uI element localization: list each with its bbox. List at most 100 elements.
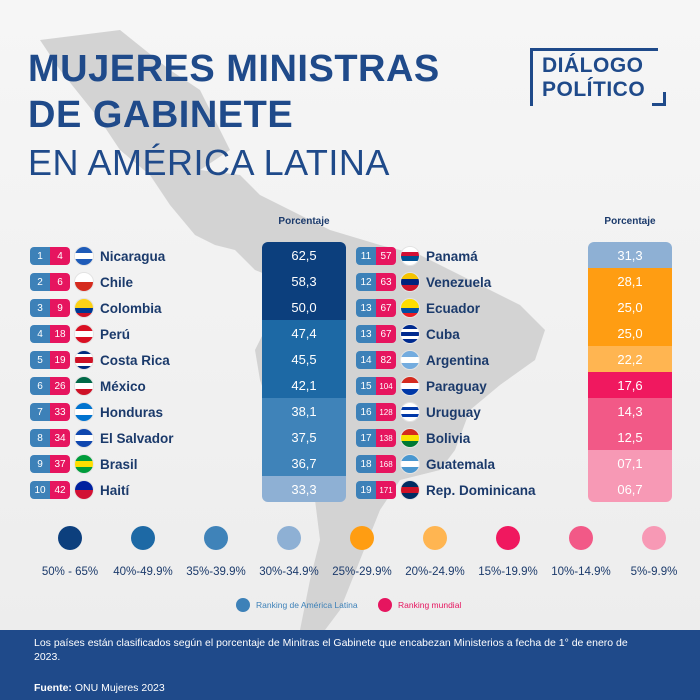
logo-line-2: POLÍTICO	[542, 78, 646, 101]
region-rank-badge: 2	[30, 273, 50, 291]
country-row-venezuela: 12 63 Venezuela	[356, 272, 491, 292]
source-text: ONU Mujeres 2023	[71, 682, 165, 694]
column-header-left: Porcentaje	[278, 216, 330, 227]
legend-range-label: 25%-29.9%	[332, 566, 392, 578]
percentage-cell-argentina: 22,2	[588, 346, 672, 372]
chile-flag-icon	[74, 272, 94, 292]
logo-line-1: DIÁLOGO	[542, 54, 644, 77]
country-name: Nicaragua	[100, 248, 166, 264]
uruguay-flag-icon	[400, 402, 420, 422]
percentage-cell-ecuador: 25,0	[588, 294, 672, 320]
percentage-cell-bolivia: 12,5	[588, 424, 672, 450]
world-rank-badge: 9	[50, 299, 70, 317]
country-name: Perú	[100, 326, 131, 342]
percentage-column-right: 31,3 28,1 25,0 25,0 22,2 17,6 14,3 12,5 07,1 06,7	[588, 242, 672, 502]
world-rank-badge: 33	[50, 403, 70, 421]
world-rank-badge: 104	[376, 377, 396, 395]
region-rank-badge: 13	[356, 325, 376, 343]
country-name: Argentina	[426, 352, 490, 368]
world-rank-badge: 168	[376, 455, 396, 473]
percentage-cell-guatemala: 07,1	[588, 450, 672, 476]
country-name: Brasil	[100, 456, 138, 472]
logo-frame	[530, 48, 658, 106]
world-rank-badge: 4	[50, 247, 70, 265]
percentage-cell-cuba: 25,0	[588, 320, 672, 346]
legend-range-label: 30%-34.9%	[259, 566, 319, 578]
country-row-cuba: 13 67 Cuba	[356, 324, 460, 344]
region-rank-badge: 18	[356, 455, 376, 473]
percentage-cell-rep-dominicana: 06,7	[588, 476, 672, 502]
percentage-cell-uruguay: 14,3	[588, 398, 672, 424]
percentage-cell-nicaragua: 62,5	[262, 242, 346, 268]
country-name: Ecuador	[426, 300, 481, 316]
region-rank-badge: 7	[30, 403, 50, 421]
dialogo-politico-logo: DIÁLOGO POLÍTICO	[530, 48, 670, 112]
percentage-cell-panama: 31,3	[588, 242, 672, 268]
footer: Los países están clasificados según el p…	[0, 630, 700, 700]
title-line-3: EN AMÉRICA LATINA	[28, 142, 390, 183]
country-name: Uruguay	[426, 404, 481, 420]
country-name: Costa Rica	[100, 352, 170, 368]
country-name: Chile	[100, 274, 134, 290]
country-name: Panamá	[426, 248, 478, 264]
region-rank-badge: 8	[30, 429, 50, 447]
honduras-flag-icon	[74, 402, 94, 422]
country-name: Guatemala	[426, 456, 496, 472]
country-row-guatemala: 18 168 Guatemala	[356, 454, 495, 474]
world-rank-badge: 18	[50, 325, 70, 343]
country-row-haiti: 10 42 Haití	[30, 480, 129, 500]
region-rank-badge: 16	[356, 403, 376, 421]
region-rank-badge: 12	[356, 273, 376, 291]
region-rank-badge: 14	[356, 351, 376, 369]
legend-dot	[569, 526, 593, 550]
country-row-mexico: 6 26 México	[30, 376, 146, 396]
legend-range-label: 20%-24.9%	[405, 566, 465, 578]
country-row-peru: 4 18 Perú	[30, 324, 130, 344]
legend-dot	[277, 526, 301, 550]
legend-dot	[496, 526, 520, 550]
country-name: Paraguay	[426, 378, 487, 394]
legend-dot	[58, 526, 82, 550]
country-name: Haití	[100, 482, 130, 498]
country-name: Rep. Dominicana	[426, 482, 536, 498]
legend-dot	[131, 526, 155, 550]
country-name: Venezuela	[426, 274, 492, 290]
percentage-cell-brasil: 36,7	[262, 450, 346, 476]
world-rank-badge: 19	[50, 351, 70, 369]
country-row-argentina: 14 82 Argentina	[356, 350, 489, 370]
region-rank-badge: 6	[30, 377, 50, 395]
percentage-cell-paraguay: 17,6	[588, 372, 672, 398]
legend-dot	[642, 526, 666, 550]
country-row-el-salvador: 8 34 El Salvador	[30, 428, 174, 448]
country-row-uruguay: 16 128 Uruguay	[356, 402, 481, 422]
legend-range-label: 5%-9.9%	[630, 566, 678, 578]
legend-range-label: 35%-39.9%	[186, 566, 246, 578]
world-rank-badge: 34	[50, 429, 70, 447]
legend-range-label: 50% - 65%	[41, 566, 99, 578]
region-rank-legend-dot	[236, 598, 250, 612]
region-rank-badge: 5	[30, 351, 50, 369]
region-rank-legend-label: Ranking de América Latina	[256, 600, 358, 610]
legend-dot	[204, 526, 228, 550]
country-name: Cuba	[426, 326, 460, 342]
country-row-nicaragua: 1 4 Nicaragua	[30, 246, 165, 266]
percentage-cell-honduras: 38,1	[262, 398, 346, 424]
world-rank-badge: 6	[50, 273, 70, 291]
percentage-cell-colombia: 50,0	[262, 294, 346, 320]
rep-dominicana-flag-icon	[400, 480, 420, 500]
region-rank-badge: 10	[30, 481, 50, 499]
ecuador-flag-icon	[400, 298, 420, 318]
world-rank-badge: 128	[376, 403, 396, 421]
guatemala-flag-icon	[400, 454, 420, 474]
region-rank-badge: 9	[30, 455, 50, 473]
world-rank-badge: 67	[376, 325, 396, 343]
region-rank-badge: 13	[356, 299, 376, 317]
country-name: Bolivia	[426, 430, 471, 446]
colombia-flag-icon	[74, 298, 94, 318]
country-name: México	[100, 378, 146, 394]
country-row-chile: 2 6 Chile	[30, 272, 133, 292]
world-rank-legend-dot	[378, 598, 392, 612]
legend-range-label: 10%-14.9%	[551, 566, 611, 578]
country-name: Colombia	[100, 300, 162, 316]
country-row-paraguay: 15 104 Paraguay	[356, 376, 487, 396]
